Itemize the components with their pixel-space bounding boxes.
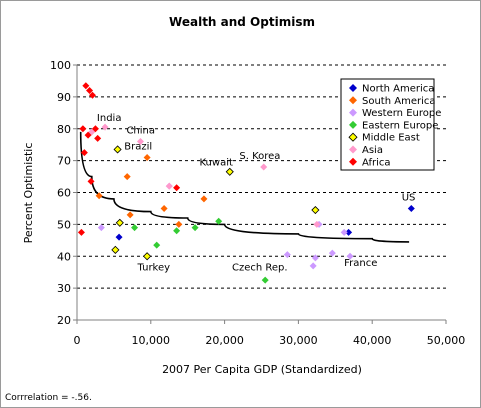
correlation-note: Corrrelation = -.56. <box>5 393 92 403</box>
data-point-asia <box>136 138 144 145</box>
legend-marker <box>349 84 357 92</box>
data-point-western-europe <box>283 251 291 259</box>
annotation-label: France <box>344 258 377 269</box>
data-point-western-europe <box>328 249 336 257</box>
data-point-south-america <box>143 153 151 161</box>
data-point-middle-east <box>311 205 320 215</box>
data-point-eastern-europe <box>173 227 181 235</box>
annotation-label: S. Korea <box>239 151 280 162</box>
legend-marker <box>348 132 358 142</box>
data-point-eastern-europe <box>261 276 269 284</box>
y-tick-label: 70 <box>57 155 71 168</box>
data-point-south-america <box>123 173 131 181</box>
data-point-south-america <box>95 192 103 200</box>
data-point-eastern-europe <box>191 224 199 232</box>
data-point-africa <box>173 184 181 192</box>
data-point-africa <box>91 125 99 133</box>
axes: 20 30 40 50 60 70 80 90 100 0 10,000 20,000 30,000 40… <box>50 59 465 347</box>
data-point-western-europe <box>311 254 319 262</box>
data-point-middle-east <box>115 218 124 227</box>
annotation-label: China <box>126 126 155 137</box>
data-point-north-america <box>407 204 415 212</box>
data-point-eastern-europe <box>131 224 139 232</box>
y-axis-label: Percent Optimistic <box>22 143 35 244</box>
data-point-south-america <box>126 211 134 219</box>
annotation-label: India <box>97 113 122 124</box>
data-point-africa <box>77 228 85 236</box>
x-axis-label: 2007 Per Capita GDP (Standardized) <box>162 363 362 376</box>
data-point-africa <box>94 134 102 142</box>
data-point-africa <box>87 177 95 185</box>
data-point-western-europe <box>346 252 354 260</box>
data-point-south-america <box>175 220 183 228</box>
data-point-western-europe <box>340 228 348 236</box>
legend-marker <box>349 96 357 105</box>
y-tick-label: 80 <box>57 123 71 136</box>
legend-marker <box>349 157 357 166</box>
data-point-north-america <box>345 228 353 236</box>
legend-marker <box>349 145 357 154</box>
y-tick-label: 50 <box>57 218 71 231</box>
data-point-asia <box>313 220 321 228</box>
trendline <box>79 131 410 243</box>
y-tick-label: 30 <box>57 282 71 295</box>
legend-entry: Western Europe <box>362 108 441 119</box>
data-point-eastern-europe <box>215 217 223 225</box>
data-point-asia <box>101 123 109 131</box>
data-point-south-america <box>160 204 168 212</box>
legend-marker <box>349 108 357 117</box>
y-tick-label: 20 <box>57 314 71 327</box>
legend-entry: South America <box>362 96 436 107</box>
annotation-label: US <box>402 192 416 203</box>
annotation-label: Czech Rep. <box>232 263 288 274</box>
annotation-label: Turkey <box>137 263 171 274</box>
legend-entry: Asia <box>362 145 383 156</box>
data-point-africa <box>80 149 88 157</box>
data-point-eastern-europe <box>153 241 161 249</box>
y-tick-label: 60 <box>57 187 71 200</box>
data-point-africa <box>84 131 92 139</box>
x-tick-label: 20,000 <box>205 334 244 347</box>
data-point-africa <box>79 125 87 133</box>
data-point-western-europe <box>97 224 105 232</box>
trendline-curve <box>79 131 410 243</box>
data-point-middle-east <box>225 167 234 176</box>
data-point-middle-east <box>143 252 152 261</box>
y-tick-label: 100 <box>50 59 71 72</box>
chart-title: Wealth and Optimism <box>169 15 315 29</box>
legend-entry: Africa <box>362 157 391 168</box>
y-tick-label: 40 <box>57 250 71 263</box>
x-tick-label: 10,000 <box>132 334 171 347</box>
annotation-label: Brazil <box>124 141 152 152</box>
legend-entry: North America <box>362 84 434 95</box>
data-point-asia <box>165 182 173 190</box>
data-point-south-america <box>200 195 208 203</box>
y-tick-label: 90 <box>57 91 71 104</box>
data-point-north-america <box>115 233 123 241</box>
x-tick-label: 50,000 <box>427 334 466 347</box>
data-point-asia <box>260 163 268 171</box>
x-tick-label: 0 <box>74 334 81 347</box>
data-point-africa <box>86 87 94 94</box>
data-point-africa <box>82 82 90 90</box>
legend-entry: Middle East <box>362 133 420 144</box>
x-tick-label: 40,000 <box>353 334 392 347</box>
data-point-western-europe <box>309 262 317 270</box>
legend-marker <box>349 120 357 129</box>
data-point-africa <box>88 91 96 99</box>
legend-entry: Eastern Europe <box>362 120 438 131</box>
annotations: India China Brazil Kuwait S. Korea US France Cz… <box>97 113 415 274</box>
x-tick-label: 30,000 <box>279 334 318 347</box>
data-points <box>77 82 415 284</box>
data-point-middle-east <box>113 145 122 154</box>
data-point-middle-east <box>111 245 120 254</box>
annotation-label: Kuwait <box>200 157 233 168</box>
